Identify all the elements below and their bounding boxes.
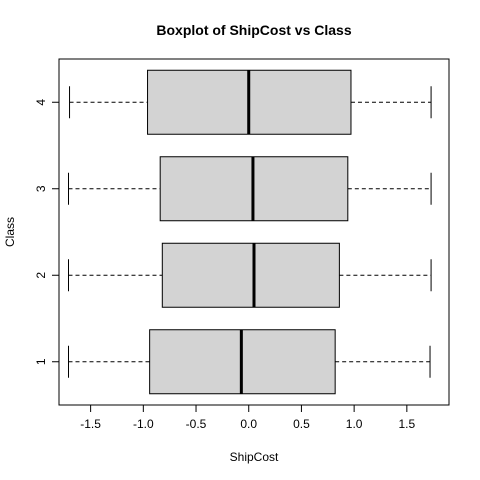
y-tick-label: 2 — [34, 272, 48, 279]
y-axis-label: Class — [3, 217, 17, 247]
y-axis: 1 2 3 4 — [34, 99, 60, 365]
y-tick-label: 1 — [34, 358, 48, 365]
x-tick-label: 0.0 — [240, 417, 257, 431]
y-tick-label: 4 — [34, 99, 48, 106]
x-tick-label: 0.5 — [293, 417, 310, 431]
x-tick-label: 1.0 — [346, 417, 363, 431]
x-tick-label: 1.5 — [398, 417, 415, 431]
chart-title: Boxplot of ShipCost vs Class — [156, 22, 351, 38]
x-axis-label: ShipCost — [230, 450, 279, 464]
box-group-class-3 — [67, 156, 432, 222]
box-group-class-1 — [67, 329, 431, 395]
box-group-class-2 — [67, 242, 432, 308]
x-axis: -1.5 -1.0 -0.5 0.0 0.5 1.0 1.5 — [80, 404, 416, 431]
x-tick-label: -1.5 — [80, 417, 101, 431]
x-tick-label: -0.5 — [186, 417, 207, 431]
y-tick-label: 3 — [34, 185, 48, 192]
x-tick-label: -1.0 — [133, 417, 154, 431]
iqr-box — [161, 242, 340, 308]
box-group-class-4 — [69, 69, 432, 135]
boxes-layer — [67, 69, 432, 395]
